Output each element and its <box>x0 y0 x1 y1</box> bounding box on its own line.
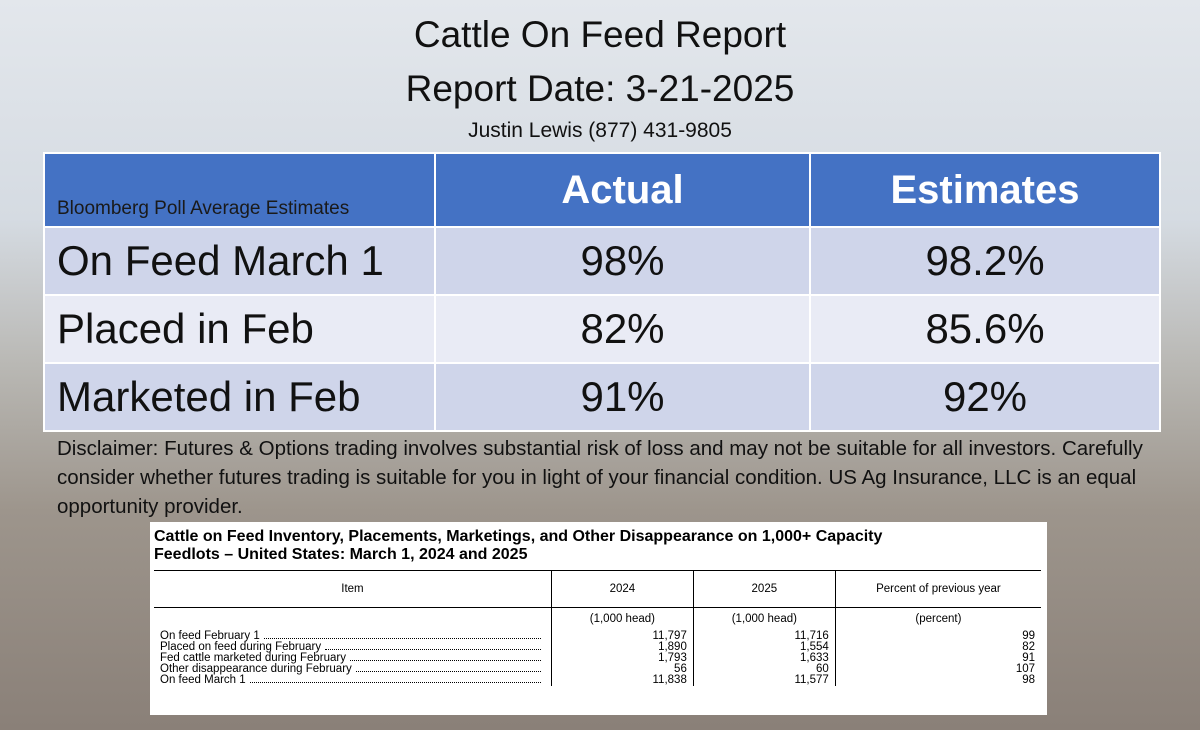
unit: (1,000 head) <box>550 607 694 631</box>
cell: 91% <box>434 362 811 432</box>
value: 1,793 <box>550 652 694 664</box>
item-label: On feed March 1 <box>160 674 246 686</box>
value: 11,577 <box>692 674 836 686</box>
value: 60 <box>692 663 836 675</box>
cell: 98.2% <box>809 226 1161 296</box>
item: Placed on feed during February <box>160 641 545 653</box>
item-label: Other disappearance during February <box>160 663 352 675</box>
contact: Justin Lewis (877) 431-9805 <box>468 119 732 142</box>
row-label: On Feed March 1 <box>43 226 436 296</box>
row-label: Placed in Feb <box>43 294 436 364</box>
usda-title: Cattle on Feed Inventory, Placements, Ma… <box>150 522 1047 564</box>
leader <box>325 642 541 650</box>
value: 1,554 <box>692 641 836 653</box>
row: Placed in Feb 82% 85.6% <box>43 294 1161 364</box>
value: 107 <box>834 663 1041 675</box>
row: Fed cattle marketed during February 1,793… <box>154 652 1041 664</box>
usda-title-line: Feedlots – United States: March 1, 2024 … <box>154 546 528 563</box>
row: Placed on feed during February 1,890 1,554… <box>154 641 1041 653</box>
value: 82 <box>834 641 1041 653</box>
cell: On feed February 1 <box>154 630 551 642</box>
value: 11,716 <box>692 630 836 642</box>
cell: On feed March 1 <box>154 674 551 686</box>
value: 56 <box>550 663 694 675</box>
usda-table-panel: Cattle on Feed Inventory, Placements, Ma… <box>150 522 1047 715</box>
value: 99 <box>834 630 1041 642</box>
column-header: Estimates <box>809 152 1161 228</box>
column-header: Bloomberg Poll Average Estimates <box>43 152 436 228</box>
cell: Placed on feed during February <box>154 641 551 653</box>
title: Cattle On Feed Report <box>413 14 787 55</box>
item-label: Fed cattle marketed during February <box>160 652 347 664</box>
cell: 82% <box>434 294 811 364</box>
item-label: Placed on feed during February <box>160 641 322 653</box>
usda-title-line: Cattle on Feed Inventory, Placements, Ma… <box>154 528 883 545</box>
leader <box>355 664 541 672</box>
value: 1,633 <box>692 652 836 664</box>
item: On feed February 1 <box>160 630 545 642</box>
value: 11,797 <box>550 630 694 642</box>
cell <box>154 608 551 632</box>
unit: (percent) <box>834 607 1041 631</box>
item-label: On feed February 1 <box>160 630 260 642</box>
leader <box>350 653 541 661</box>
row-label: Marketed in Feb <box>43 362 436 432</box>
row: On feed February 1 11,797 11,716 99 <box>154 630 1041 642</box>
cell: Other disappearance during February <box>154 663 551 675</box>
header-row: Item 2024 2025 Percent of previous year <box>154 570 1041 608</box>
item: On feed March 1 <box>160 674 545 686</box>
subtitle: Report Date: 3-21-2025 <box>405 68 795 109</box>
leader <box>263 631 541 639</box>
row: On Feed March 1 98% 98.2% <box>43 226 1161 296</box>
usda-table: Item 2024 2025 Percent of previous year (1,0… <box>154 570 1041 686</box>
value: 98 <box>834 674 1041 686</box>
value: 11,838 <box>550 674 694 686</box>
column-header: Percent of previous year <box>834 570 1041 608</box>
column-header: 2024 <box>550 570 694 608</box>
cell: Fed cattle marketed during February <box>154 652 551 664</box>
cell: 98% <box>434 226 811 296</box>
cell: 92% <box>809 362 1161 432</box>
column-header: 2025 <box>692 570 836 608</box>
unit: (1,000 head) <box>692 607 836 631</box>
units-row: (1,000 head) (1,000 head) (percent) <box>154 607 1041 632</box>
column-header: Actual <box>434 152 811 228</box>
header-row: Bloomberg Poll Average Estimates Actual Es… <box>43 152 1161 228</box>
summary-table: Bloomberg Poll Average Estimates Actual Es… <box>43 152 1161 432</box>
item: Other disappearance during February <box>160 663 545 675</box>
cell: 85.6% <box>809 294 1161 364</box>
row: Other disappearance during February 56 60 1… <box>154 663 1041 675</box>
row: Marketed in Feb 91% 92% <box>43 362 1161 432</box>
value: 91 <box>834 652 1041 664</box>
disclaimer: Disclaimer: Futures & Options trading in… <box>57 437 1143 518</box>
leader <box>249 675 541 683</box>
value: 1,890 <box>550 641 694 653</box>
column-header: Item <box>154 570 552 608</box>
row: On feed March 1 11,838 11,577 98 <box>154 674 1041 686</box>
item: Fed cattle marketed during February <box>160 652 545 664</box>
